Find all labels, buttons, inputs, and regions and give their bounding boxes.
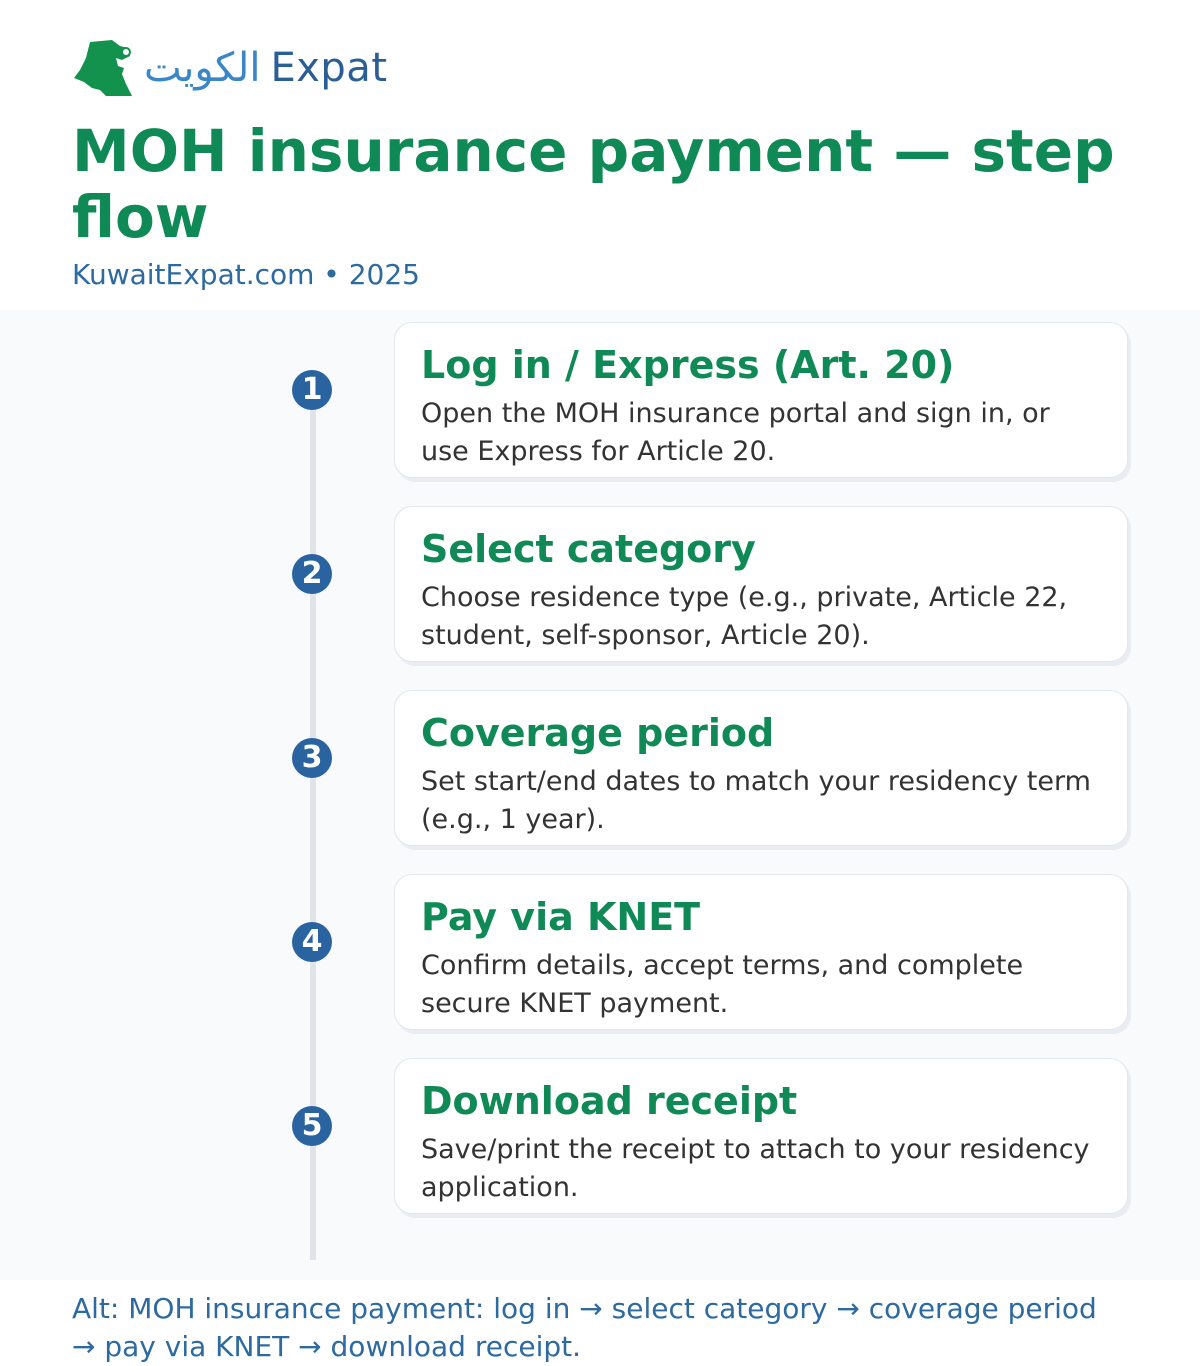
step-description: Save/print the receipt to attach to your…: [421, 1134, 1090, 1203]
logo-arabic: الكويت: [144, 45, 261, 91]
step-number-badge: 5: [292, 1106, 332, 1146]
step-description: Set start/end dates to match your reside…: [421, 766, 1091, 835]
step-title: Download receipt: [421, 1079, 798, 1123]
step-description: Open the MOH insurance portal and sign i…: [421, 398, 1050, 467]
step-card: Select category Choose residence type (e…: [394, 506, 1128, 662]
step-card: Pay via KNET Confirm details, accept ter…: [394, 874, 1128, 1030]
logo: الكويت Expat: [72, 38, 388, 98]
step-description: Confirm details, accept terms, and compl…: [421, 950, 1024, 1019]
step-card: Download receipt Save/print the receipt …: [394, 1058, 1128, 1214]
step-card: Coverage period Set start/end dates to m…: [394, 690, 1128, 846]
alt-text: Alt: MOH insurance payment: log in → sel…: [72, 1292, 1097, 1363]
page-title: MOH insurance payment — step flow: [72, 117, 1115, 251]
step-title: Select category: [421, 527, 756, 571]
step-description: Choose residence type (e.g., private, Ar…: [421, 582, 1068, 651]
logo-text: الكويت Expat: [144, 45, 388, 91]
kuwait-map-icon: [74, 40, 132, 96]
step-card: Log in / Express (Art. 20) Open the MOH …: [394, 322, 1128, 478]
watermark: KuwaitExpat.com • 2025: [72, 258, 420, 291]
step-number-badge: 1: [292, 370, 332, 410]
step-title: Pay via KNET: [421, 895, 701, 939]
step-title: Log in / Express (Art. 20): [421, 343, 955, 387]
timeline-line: [310, 390, 316, 1260]
step-number-badge: 2: [292, 554, 332, 594]
step-number-badge: 3: [292, 738, 332, 778]
step-title: Coverage period: [421, 711, 775, 755]
logo-latin: Expat: [270, 45, 388, 91]
step-number-badge: 4: [292, 922, 332, 962]
